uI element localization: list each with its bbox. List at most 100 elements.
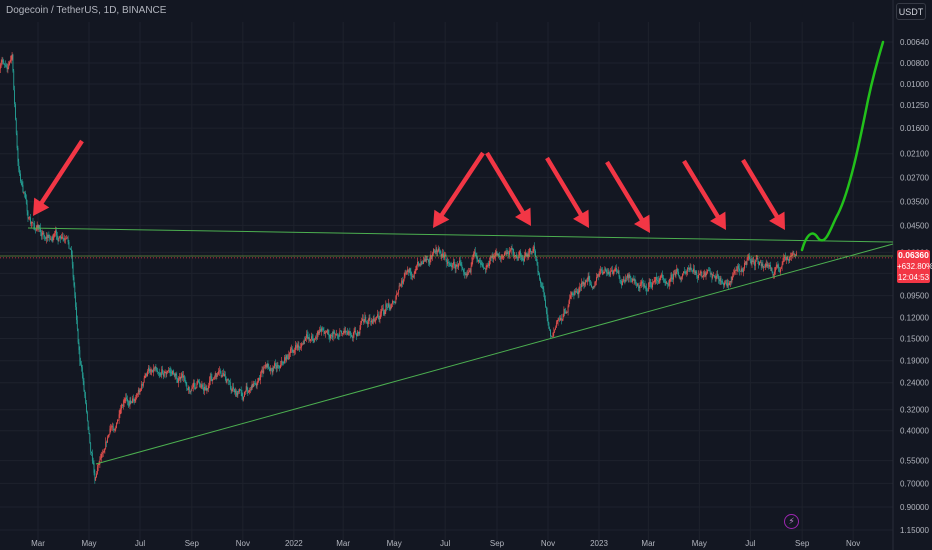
- candle-body: [360, 322, 362, 328]
- candle-body: [48, 235, 50, 236]
- candle-body: [698, 274, 699, 279]
- candle-body: [115, 427, 117, 430]
- candle-body: [282, 361, 284, 363]
- candle-body: [718, 275, 719, 280]
- candle-body: [81, 367, 83, 376]
- candle-body: [513, 253, 515, 257]
- candle-body: [499, 256, 501, 259]
- candle-body: [290, 347, 292, 349]
- candle-body: [723, 283, 724, 286]
- candle-body: [511, 248, 513, 250]
- candle-body: [525, 252, 527, 257]
- candle-body: [464, 274, 466, 276]
- candle-body: [110, 427, 112, 429]
- candle-body: [541, 286, 543, 288]
- candle-body: [210, 376, 212, 378]
- candle-body: [644, 285, 646, 287]
- candle-body: [722, 281, 724, 284]
- candle-body: [749, 259, 751, 261]
- candle-body: [728, 283, 729, 286]
- candle-body: [304, 340, 306, 342]
- candle-body: [412, 276, 413, 277]
- candle-body: [766, 264, 768, 267]
- candle-body: [198, 382, 200, 385]
- candle-body: [9, 61, 10, 65]
- candle-body: [174, 373, 176, 377]
- candle-body: [542, 287, 544, 290]
- candle-body: [767, 265, 769, 267]
- candle-body: [45, 237, 46, 239]
- candle-body: [356, 331, 358, 336]
- candle-body: [590, 283, 592, 285]
- candle-body: [795, 252, 797, 256]
- candle-body: [697, 276, 699, 279]
- candle-body: [397, 289, 399, 294]
- candle-body: [699, 272, 701, 274]
- candle-body: [583, 282, 585, 285]
- candle-body: [206, 388, 208, 391]
- candle-body: [325, 332, 327, 334]
- candle-body: [98, 464, 100, 466]
- candle-body: [754, 261, 756, 266]
- candle-body: [474, 251, 475, 254]
- candle-body: [226, 380, 228, 383]
- price-badge: 0.06360 +632.80% 12:04:53: [897, 250, 932, 283]
- candle-body: [552, 332, 554, 337]
- candle-body: [249, 389, 251, 391]
- candle-body: [571, 292, 573, 295]
- currency-button[interactable]: USDT: [896, 3, 926, 20]
- x-tick-label: May: [81, 539, 96, 548]
- candle-body: [463, 269, 464, 273]
- candle-body: [759, 262, 760, 266]
- candle-body: [566, 311, 568, 313]
- candle-body: [645, 286, 647, 289]
- candle-body: [450, 265, 452, 267]
- candle-body: [602, 273, 604, 275]
- candle-body: [61, 236, 63, 238]
- y-tick-label: 0.01000: [900, 80, 929, 89]
- candle-body: [418, 264, 420, 266]
- candle-body: [144, 375, 146, 378]
- candle-body: [77, 328, 79, 343]
- candle-body: [780, 266, 782, 269]
- candle-body: [96, 467, 98, 474]
- candle-body: [706, 272, 708, 274]
- candle-body: [156, 367, 158, 371]
- lightning-icon[interactable]: ⚡: [784, 514, 799, 529]
- candle-body: [19, 169, 21, 174]
- candle-body: [591, 287, 593, 288]
- candle-body: [62, 236, 64, 239]
- candle-body: [487, 263, 489, 266]
- candle-body: [381, 309, 383, 314]
- candle-body: [122, 404, 123, 407]
- candle-body: [271, 370, 273, 373]
- candle-body: [288, 354, 290, 359]
- candle-body: [119, 409, 121, 415]
- candle-body: [225, 377, 227, 383]
- candle-body: [65, 238, 66, 240]
- candle-body: [334, 332, 336, 335]
- candle-body: [212, 379, 214, 381]
- candle-body: [40, 227, 41, 233]
- candle-body: [654, 280, 656, 282]
- candle-body: [266, 363, 268, 368]
- candle-body: [680, 278, 682, 279]
- candle-body: [606, 270, 607, 273]
- candle-body: [545, 306, 547, 313]
- candle-body: [640, 283, 642, 286]
- candle-body: [21, 182, 23, 186]
- candle-body: [453, 261, 454, 265]
- candle-body: [744, 262, 745, 269]
- candle-body: [236, 393, 238, 396]
- candle-body: [163, 372, 165, 377]
- candle-body: [208, 385, 209, 389]
- candle-body: [693, 268, 695, 273]
- candle-body: [662, 277, 664, 279]
- candle-body: [117, 419, 119, 421]
- candle-body: [784, 256, 786, 259]
- candle-body: [6, 66, 8, 70]
- candle-body: [299, 346, 301, 348]
- candle-body: [314, 338, 316, 341]
- candle-body: [211, 377, 213, 381]
